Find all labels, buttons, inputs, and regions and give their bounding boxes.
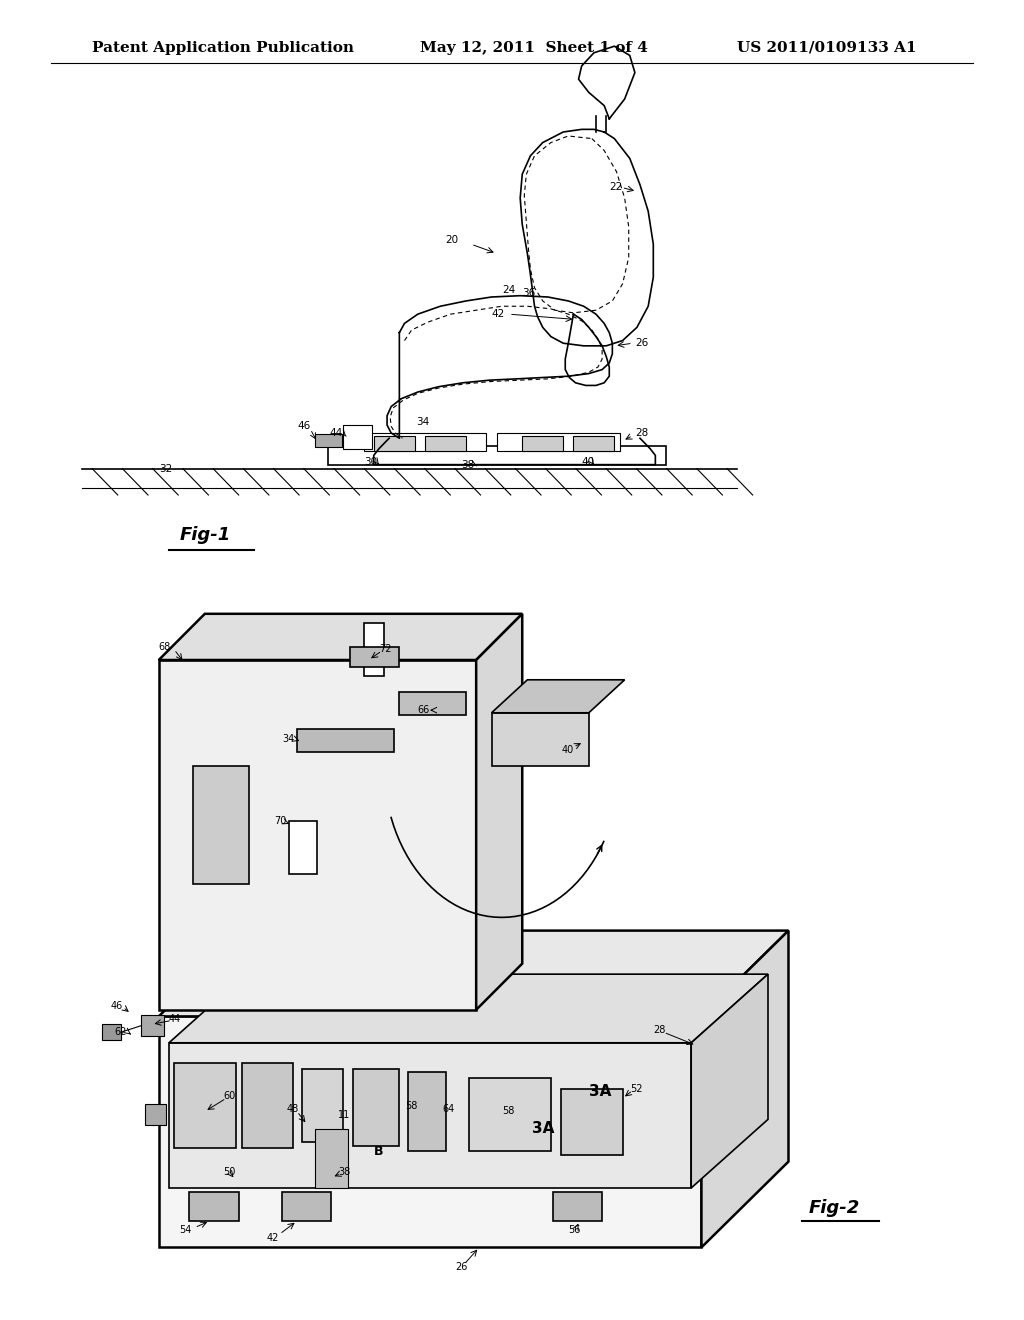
Polygon shape [159, 660, 476, 1010]
Bar [174, 1063, 236, 1148]
Bar [102, 1024, 121, 1040]
Text: 22: 22 [609, 182, 623, 193]
Bar [497, 433, 620, 451]
Text: 58: 58 [406, 1101, 418, 1111]
Text: 42: 42 [492, 309, 505, 319]
Text: 44: 44 [169, 1014, 181, 1024]
Text: 38: 38 [338, 1167, 350, 1177]
Polygon shape [159, 614, 522, 660]
Bar [408, 1072, 446, 1151]
Text: 28: 28 [635, 428, 648, 438]
Bar [297, 729, 394, 752]
Bar [553, 1192, 602, 1221]
Bar [374, 436, 415, 451]
Bar [561, 1089, 623, 1155]
Polygon shape [159, 931, 788, 1016]
Text: 42: 42 [266, 1233, 279, 1243]
Text: 70: 70 [274, 816, 287, 826]
Text: 30: 30 [365, 457, 378, 467]
Text: 3A: 3A [532, 1121, 555, 1137]
Text: 54: 54 [179, 1225, 191, 1236]
Bar [189, 1192, 239, 1221]
Text: US 2011/0109133 A1: US 2011/0109133 A1 [737, 41, 916, 54]
Bar [573, 436, 614, 451]
Text: 64: 64 [442, 1104, 455, 1114]
Text: 40: 40 [582, 457, 595, 467]
Bar [282, 1192, 331, 1221]
Text: 28: 28 [653, 1024, 666, 1035]
Text: 38: 38 [461, 459, 474, 470]
Bar [193, 766, 249, 884]
Text: 26: 26 [456, 1262, 468, 1272]
Text: 34: 34 [416, 417, 429, 428]
Text: 3A: 3A [589, 1084, 611, 1100]
Text: 24: 24 [502, 285, 515, 296]
Text: 68: 68 [159, 642, 171, 652]
Text: 32: 32 [159, 463, 172, 474]
Bar [492, 713, 589, 766]
Text: 66: 66 [418, 705, 430, 715]
Text: B: B [374, 1144, 384, 1158]
Bar [522, 436, 563, 451]
Text: 58: 58 [502, 1106, 514, 1117]
Text: 44: 44 [330, 428, 343, 438]
Bar [343, 425, 372, 449]
Bar [141, 1015, 164, 1036]
Bar [364, 433, 486, 451]
Text: 11: 11 [338, 1110, 350, 1121]
Text: 72: 72 [379, 644, 391, 655]
Polygon shape [492, 680, 625, 713]
Text: May 12, 2011  Sheet 1 of 4: May 12, 2011 Sheet 1 of 4 [420, 41, 648, 54]
Text: Fig-2: Fig-2 [809, 1199, 860, 1217]
Text: 34: 34 [283, 734, 295, 744]
Polygon shape [701, 931, 788, 1247]
Text: 48: 48 [287, 1104, 299, 1114]
Text: 56: 56 [568, 1225, 581, 1236]
Bar [425, 436, 466, 451]
Text: 46: 46 [297, 421, 310, 432]
Bar [289, 821, 317, 874]
Text: 26: 26 [635, 338, 648, 348]
Text: 20: 20 [445, 235, 459, 246]
Polygon shape [476, 614, 522, 1010]
Bar [364, 623, 384, 676]
Bar [315, 1129, 348, 1188]
Polygon shape [169, 974, 768, 1043]
Bar [469, 1078, 551, 1151]
Text: Patent Application Publication: Patent Application Publication [92, 41, 354, 54]
Bar [399, 692, 466, 715]
Bar [315, 434, 342, 447]
Text: 50: 50 [223, 1167, 236, 1177]
Text: Fig-1: Fig-1 [179, 525, 230, 544]
Polygon shape [691, 974, 768, 1188]
Text: 40: 40 [561, 744, 573, 755]
Bar [350, 647, 399, 667]
Polygon shape [159, 1016, 701, 1247]
Bar [242, 1063, 293, 1148]
Text: 46: 46 [111, 1001, 123, 1011]
Bar [302, 1069, 343, 1142]
Text: 52: 52 [630, 1084, 642, 1094]
Bar [145, 1104, 166, 1125]
Polygon shape [169, 1043, 691, 1188]
Bar [353, 1069, 399, 1146]
Bar [328, 446, 666, 465]
Text: 60: 60 [223, 1090, 236, 1101]
Text: 62: 62 [115, 1027, 127, 1038]
Text: 36: 36 [522, 288, 536, 298]
